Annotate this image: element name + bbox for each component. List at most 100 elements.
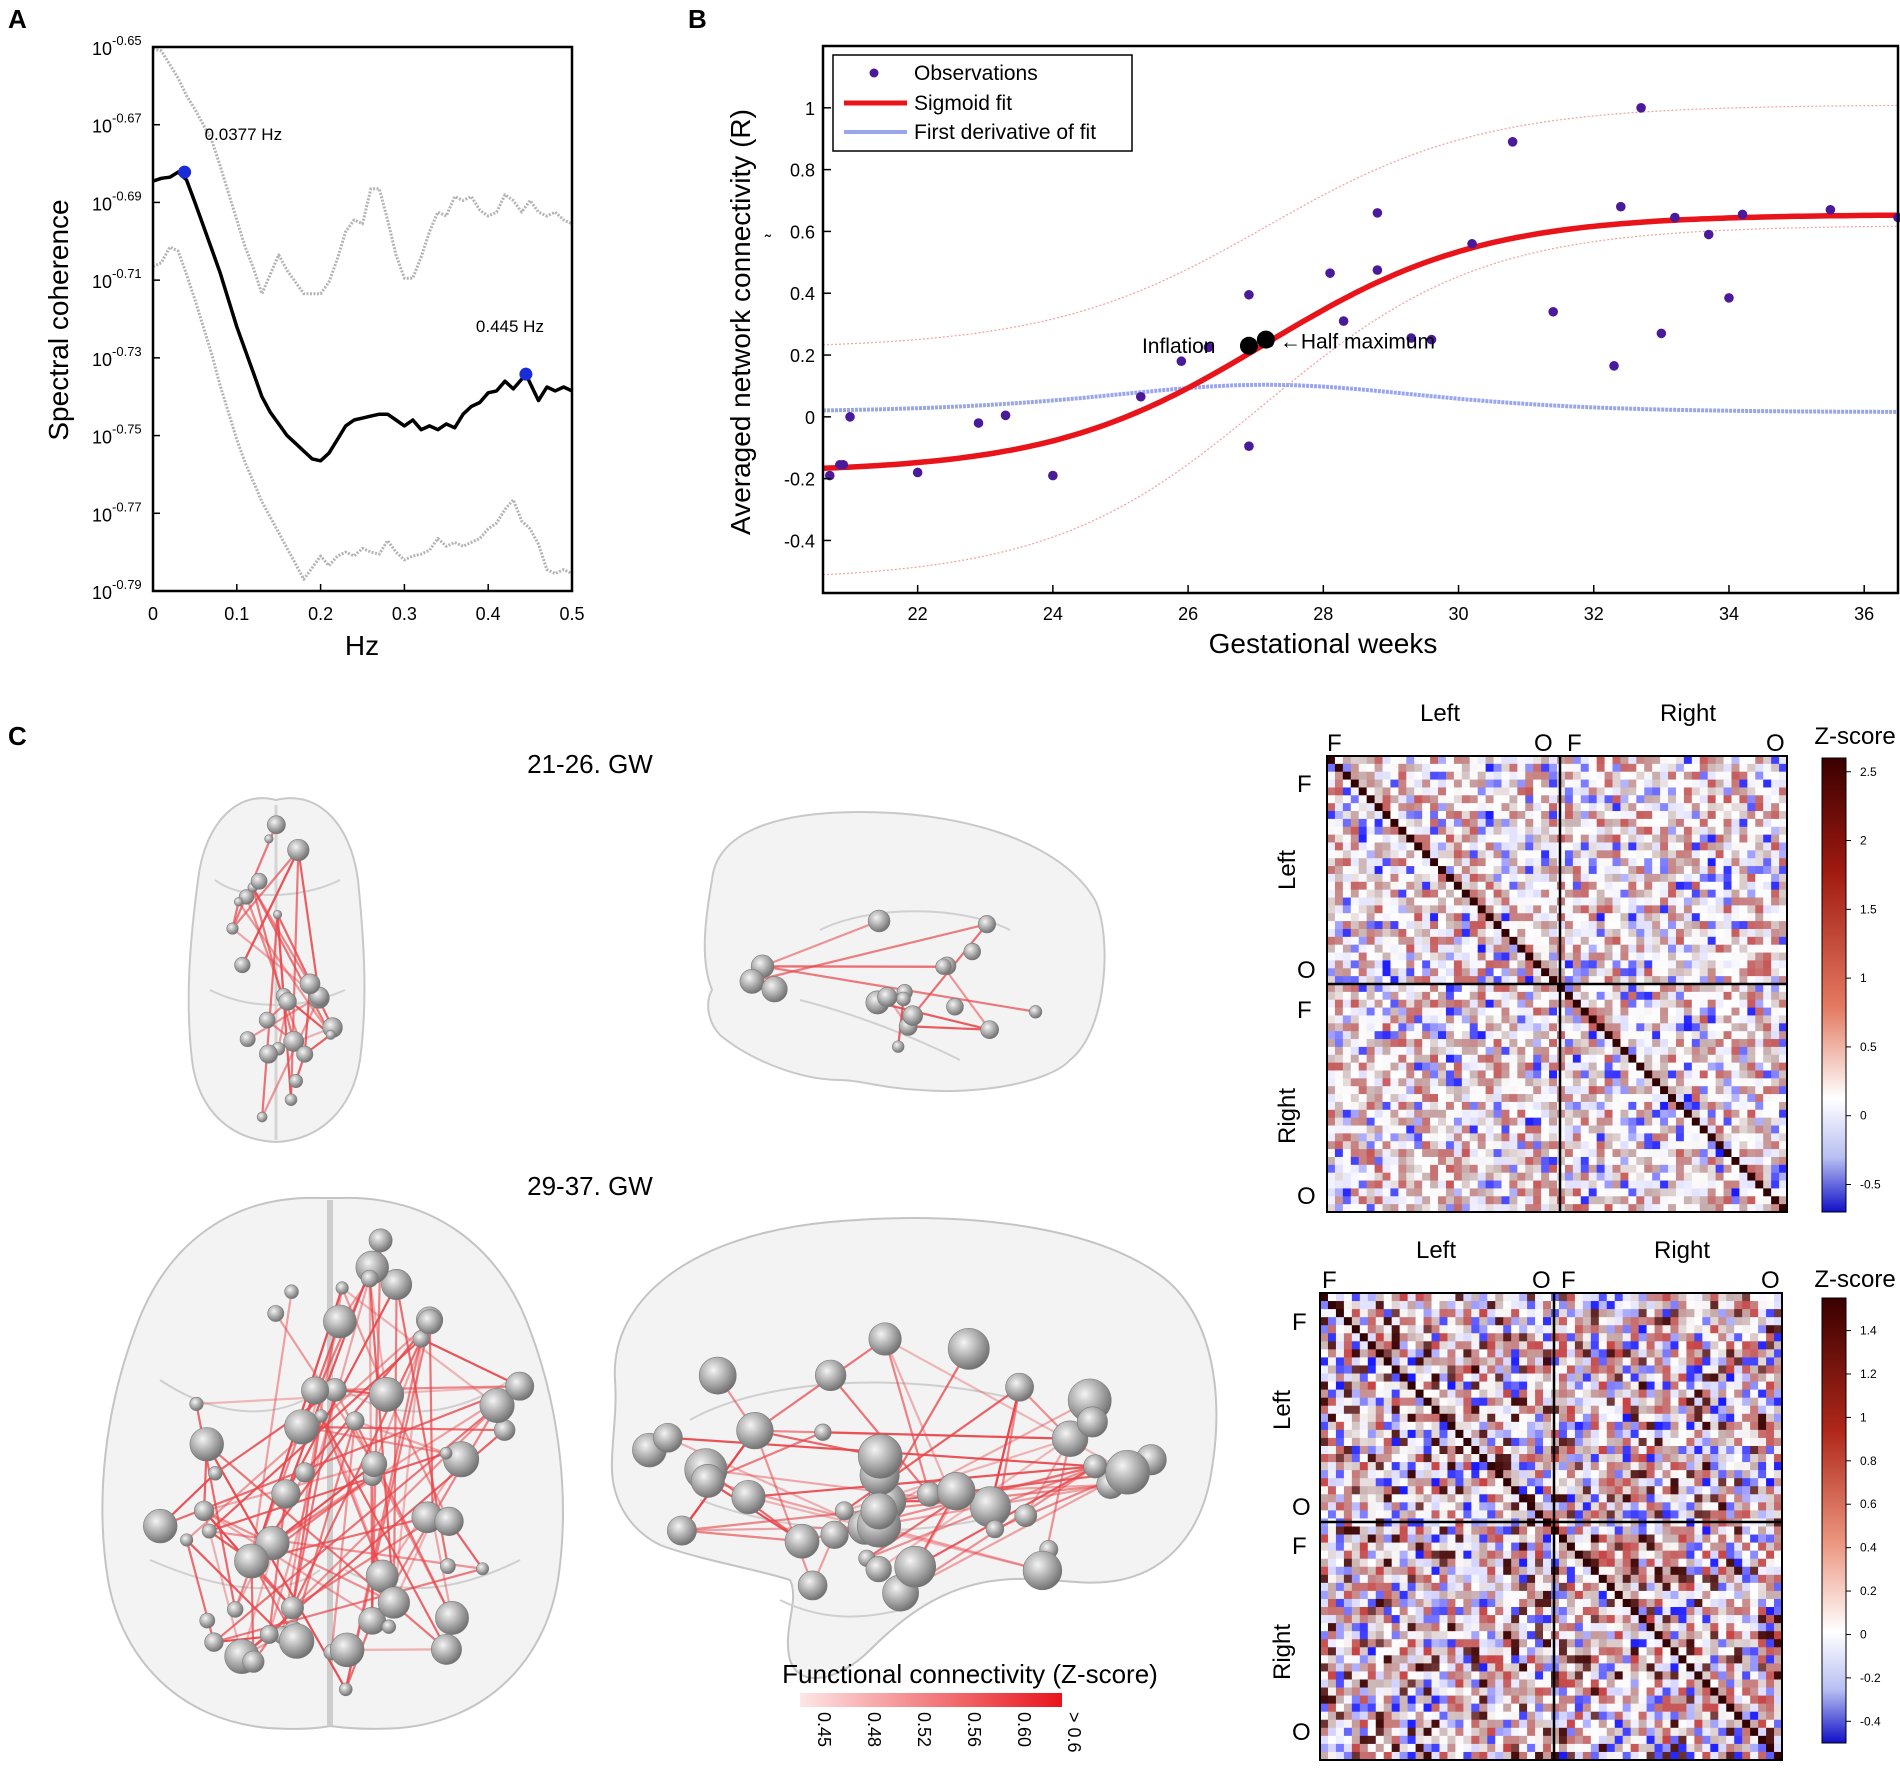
matrix-cell — [1620, 921, 1629, 930]
matrix-cell — [1351, 1405, 1361, 1415]
matrix-cell — [1771, 944, 1780, 954]
matrix-cell — [1383, 1341, 1393, 1350]
matrix-cell — [1652, 1054, 1661, 1064]
matrix-cell — [1747, 1141, 1756, 1150]
matrix-cell — [1335, 1413, 1345, 1423]
matrix-cell — [1351, 1349, 1361, 1358]
matrix-cell — [1636, 1164, 1645, 1174]
matrix-cell — [1646, 1325, 1656, 1334]
matrix-cell — [1614, 1429, 1624, 1439]
matrix-cell — [1590, 1389, 1600, 1399]
matrix-cell — [1771, 1196, 1780, 1205]
matrix-cell — [1654, 1317, 1664, 1326]
matrix-cell — [1628, 960, 1637, 969]
matrix-cell — [1327, 1109, 1336, 1119]
matrix-cell — [1763, 905, 1772, 914]
matrix-cell — [1742, 1405, 1751, 1415]
matrix-cell — [1723, 1196, 1732, 1205]
matrix-cell — [1445, 1133, 1455, 1142]
matrix-cell — [1487, 1301, 1496, 1310]
matrix-cell — [1535, 1397, 1544, 1407]
connectivity-edge — [291, 1415, 323, 1609]
matrix-cell — [1739, 756, 1748, 765]
matrix-cell — [1660, 1149, 1669, 1158]
matrix-cell — [1779, 1156, 1788, 1166]
matrix-cell — [1566, 1413, 1576, 1423]
matrix-cell — [1715, 763, 1725, 773]
matrix-cell — [1350, 1062, 1360, 1071]
matrix-cell — [1694, 1317, 1703, 1326]
matrix-cell — [1511, 1293, 1520, 1302]
matrix-cell — [1366, 866, 1376, 875]
matrix-cell — [1422, 1046, 1431, 1056]
matrix-cell — [1588, 897, 1598, 906]
matrix-cell — [1652, 1188, 1661, 1197]
matrix-cell — [1723, 1039, 1732, 1048]
matrix-cell — [1763, 1039, 1772, 1048]
matrix-cell — [1342, 866, 1352, 875]
matrix-cell — [1670, 1389, 1679, 1399]
matrix-cell — [1445, 1031, 1455, 1040]
matrix-cell — [1620, 1094, 1629, 1103]
matrix-cell — [1431, 1405, 1440, 1415]
matrix-cell — [1702, 1365, 1711, 1375]
matrix-cell — [1477, 1204, 1487, 1213]
matrix-cell — [1588, 1125, 1598, 1134]
matrix-cell — [1469, 976, 1479, 985]
matrix-cell — [1683, 771, 1693, 781]
matrix-cell — [1588, 905, 1598, 914]
matrix-cell — [1636, 1180, 1645, 1189]
panel-a-series-line — [152, 47, 573, 296]
matrix-cell — [1382, 905, 1391, 914]
matrix-cell — [1461, 991, 1471, 1001]
matrix-cell — [1463, 1301, 1472, 1310]
matrix-cell — [1620, 811, 1629, 820]
panel-b-observation-point — [1372, 208, 1383, 218]
matrix-cell — [1390, 763, 1399, 773]
matrix-cell — [1495, 1301, 1504, 1310]
matrix-cell — [1422, 1196, 1431, 1205]
connectivity-edge — [291, 1389, 337, 1609]
matrix-cell — [1564, 756, 1574, 765]
matrix-cell — [1391, 1341, 1401, 1350]
matrix-cell — [1342, 763, 1352, 773]
matrix-cell — [1471, 1397, 1480, 1407]
matrix-cell — [1390, 1149, 1399, 1158]
panel-a-x-ticks: 0 0.1 0.2 0.3 0.4 0.5 — [148, 584, 585, 624]
matrix-cell — [1638, 1389, 1648, 1399]
matrix-cell — [1598, 1325, 1608, 1334]
matrix-cell — [1739, 1133, 1748, 1142]
matrix-cell — [1406, 928, 1415, 938]
matrix-cell — [1771, 913, 1780, 922]
matrix-cell — [1678, 1349, 1687, 1358]
matrix-cell — [1766, 1333, 1775, 1342]
matrix-cell — [1620, 1125, 1629, 1134]
matrix-cell — [1558, 1365, 1568, 1375]
brain-node — [834, 1501, 854, 1521]
matrix-cell — [1694, 1309, 1703, 1318]
matrix-cell — [1604, 763, 1614, 773]
matrix-cell — [1525, 905, 1534, 914]
matrix-cell — [1628, 881, 1637, 891]
matrix-cell — [1644, 1141, 1653, 1150]
matrix-cell — [1678, 1397, 1687, 1407]
matrix-cell — [1374, 1046, 1384, 1056]
matrix-cell — [1366, 897, 1376, 906]
matrix-cell — [1431, 1397, 1440, 1407]
matrix-cell — [1715, 976, 1725, 985]
matrix-cell — [1399, 1405, 1409, 1415]
matrix-cell — [1334, 1141, 1344, 1150]
matrix-cell — [1731, 1062, 1740, 1071]
matrix-cell — [1779, 1039, 1788, 1048]
matrix-cell — [1755, 1086, 1764, 1095]
matrix-cell — [1455, 1309, 1464, 1318]
matrix-cell — [1683, 905, 1693, 914]
matrix-cell — [1445, 1141, 1455, 1150]
matrix-cell — [1501, 763, 1510, 773]
matrix-cell — [1485, 881, 1495, 891]
matrix-cell — [1652, 1015, 1661, 1024]
matrix-cell — [1509, 787, 1518, 796]
matrix-cell — [1636, 756, 1645, 765]
matrix-cell — [1374, 1109, 1384, 1119]
matrix-cell — [1407, 1309, 1417, 1318]
